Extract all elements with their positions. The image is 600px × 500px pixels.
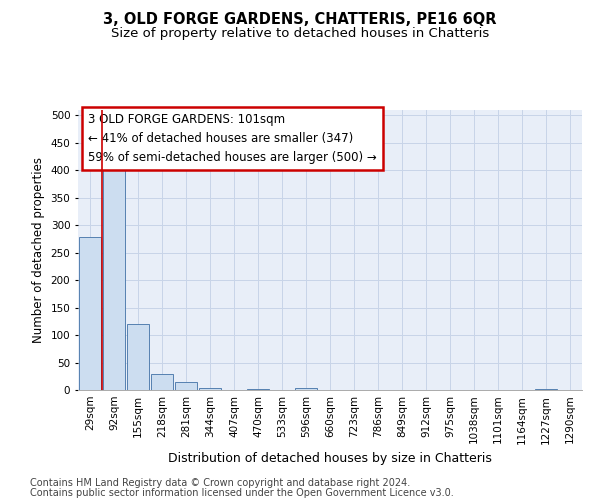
Bar [127,324,149,390]
X-axis label: Distribution of detached houses by size in Chatteris: Distribution of detached houses by size … [168,452,492,465]
Y-axis label: Number of detached properties: Number of detached properties [32,157,45,343]
Bar [295,388,317,390]
Bar [103,165,125,390]
Bar [79,238,101,390]
Bar [175,382,197,390]
Bar [151,374,173,390]
Text: Contains public sector information licensed under the Open Government Licence v3: Contains public sector information licen… [30,488,454,498]
Text: Contains HM Land Registry data © Crown copyright and database right 2024.: Contains HM Land Registry data © Crown c… [30,478,410,488]
Bar [535,389,557,390]
Text: 3, OLD FORGE GARDENS, CHATTERIS, PE16 6QR: 3, OLD FORGE GARDENS, CHATTERIS, PE16 6Q… [103,12,497,28]
Bar [199,388,221,390]
Text: Size of property relative to detached houses in Chatteris: Size of property relative to detached ho… [111,28,489,40]
Text: 3 OLD FORGE GARDENS: 101sqm
← 41% of detached houses are smaller (347)
59% of se: 3 OLD FORGE GARDENS: 101sqm ← 41% of det… [88,113,377,164]
